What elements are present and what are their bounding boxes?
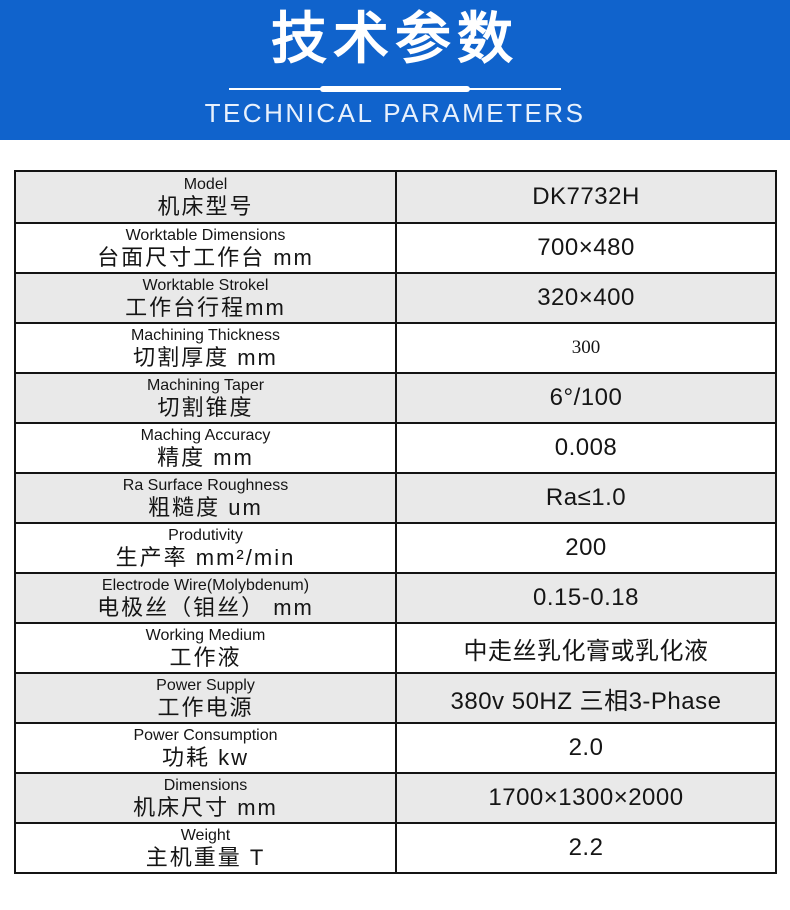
spec-label-cn: 生产率 mm²/min — [115, 545, 296, 570]
spec-label-cell: Worktable Dimensions 台面尺寸工作台 mm — [16, 224, 397, 272]
spec-value-cell: 2.0 — [397, 724, 775, 772]
spec-label-cn: 工作电源 — [157, 695, 254, 720]
spec-value-cell: 700×480 — [397, 224, 775, 272]
spec-label-cell: Model 机床型号 — [16, 172, 397, 222]
spec-label-en: Machining Thickness — [130, 327, 281, 344]
page-title: 技术参数 — [271, 7, 519, 70]
table-row: Working Medium 工作液 中走丝乳化膏或乳化液 — [16, 622, 775, 672]
spec-label-cn: 电极丝（钼丝） mm — [97, 595, 314, 620]
spec-label-cell: Produtivity 生产率 mm²/min — [16, 524, 397, 572]
spec-value: 300 — [571, 337, 601, 358]
spec-label-cell: Maching Accuracy 精度 mm — [16, 424, 397, 472]
spec-label-cn: 粗糙度 um — [148, 495, 263, 520]
table-row: Ra Surface Roughness 粗糙度 um Ra≤1.0 — [16, 472, 775, 522]
header-banner: 技术参数 TECHNICAL PARAMETERS — [0, 0, 790, 140]
spec-label-cn: 切割厚度 mm — [133, 345, 278, 370]
table-row: Dimensions 机床尺寸 mm 1700×1300×2000 — [16, 772, 775, 822]
spec-value: 320×400 — [537, 284, 635, 311]
spec-label-en: Dimensions — [163, 777, 248, 794]
table-row: Weight 主机重量 T 2.2 — [16, 822, 775, 872]
spec-value: 中走丝乳化膏或乳化液 — [463, 637, 709, 665]
spec-label-cn: 机床尺寸 mm — [133, 795, 278, 820]
spec-label-cell: Dimensions 机床尺寸 mm — [16, 774, 397, 822]
spec-value-cell: 中走丝乳化膏或乳化液 — [397, 624, 775, 672]
spec-label-cell: Power Consumption 功耗 kw — [16, 724, 397, 772]
spec-label-cell: Machining Thickness 切割厚度 mm — [16, 324, 397, 372]
header-divider-thick-bar — [320, 86, 470, 92]
spec-value: 0.008 — [554, 434, 618, 461]
spec-value-cell: 0.008 — [397, 424, 775, 472]
spec-value: 6°/100 — [549, 384, 623, 411]
spec-value: 700×480 — [537, 234, 635, 261]
spec-value-cell: 0.15-0.18 — [397, 574, 775, 622]
spec-value: 2.0 — [568, 734, 604, 761]
spec-value-cell: 1700×1300×2000 — [397, 774, 775, 822]
spec-value-cell: 6°/100 — [397, 374, 775, 422]
spec-value: 0.15-0.18 — [533, 584, 639, 611]
header-divider — [229, 86, 561, 92]
spec-value: 200 — [565, 534, 607, 561]
table-row: Power Consumption 功耗 kw 2.0 — [16, 722, 775, 772]
spec-label-en: Worktable Dimensions — [125, 227, 286, 244]
table-row: Worktable Dimensions 台面尺寸工作台 mm 700×480 — [16, 222, 775, 272]
spec-value-cell: 200 — [397, 524, 775, 572]
spec-value-cell: 300 — [397, 324, 775, 372]
spec-value-cell: 320×400 — [397, 274, 775, 322]
spec-value: Ra≤1.0 — [545, 484, 627, 511]
spec-value-cell: 380v 50HZ 三相3-Phase — [397, 674, 775, 722]
spec-label-cell: Machining Taper 切割锥度 — [16, 374, 397, 422]
spec-label-en: Produtivity — [168, 527, 243, 544]
spec-label-en: Machining Taper — [146, 377, 265, 394]
spec-label-en: Power Supply — [156, 677, 255, 694]
table-row: Worktable Strokel 工作台行程mm 320×400 — [16, 272, 775, 322]
spec-label-cn: 工作液 — [169, 645, 242, 670]
table-row: Machining Thickness 切割厚度 mm 300 — [16, 322, 775, 372]
spec-label-cn: 台面尺寸工作台 mm — [97, 245, 314, 270]
spec-label-cn: 工作台行程mm — [125, 295, 286, 320]
spec-value: 2.2 — [568, 834, 604, 861]
spec-label-en: Weight — [180, 827, 231, 844]
spec-label-cell: Working Medium 工作液 — [16, 624, 397, 672]
spec-label-cell: Weight 主机重量 T — [16, 824, 397, 872]
table-row: Maching Accuracy 精度 mm 0.008 — [16, 422, 775, 472]
spec-label-cn: 机床型号 — [157, 194, 254, 219]
table-row: Electrode Wire(Molybdenum) 电极丝（钼丝） mm 0.… — [16, 572, 775, 622]
spec-value: DK7732H — [532, 183, 640, 210]
spec-label-cell: Ra Surface Roughness 粗糙度 um — [16, 474, 397, 522]
spec-label-en: Electrode Wire(Molybdenum) — [101, 577, 310, 594]
spec-label-cell: Electrode Wire(Molybdenum) 电极丝（钼丝） mm — [16, 574, 397, 622]
table-row: Produtivity 生产率 mm²/min 200 — [16, 522, 775, 572]
spec-label-cn: 主机重量 T — [145, 845, 266, 870]
table-row: Power Supply 工作电源 380v 50HZ 三相3-Phase — [16, 672, 775, 722]
spec-label-en: Worktable Strokel — [142, 277, 269, 294]
spec-value-cell: 2.2 — [397, 824, 775, 872]
spec-label-cell: Power Supply 工作电源 — [16, 674, 397, 722]
spec-label-en: Working Medium — [145, 627, 266, 644]
spec-label-cell: Worktable Strokel 工作台行程mm — [16, 274, 397, 322]
page-subtitle: TECHNICAL PARAMETERS — [204, 98, 586, 128]
spec-label-en: Power Consumption — [133, 727, 278, 744]
table-row: Model 机床型号 DK7732H — [16, 172, 775, 222]
spec-value: 380v 50HZ 三相3-Phase — [450, 687, 722, 715]
spec-value-cell: DK7732H — [397, 172, 775, 222]
spec-label-cn: 切割锥度 — [157, 395, 254, 420]
spec-value-cell: Ra≤1.0 — [397, 474, 775, 522]
spec-value: 1700×1300×2000 — [488, 784, 684, 811]
spec-label-en: Ra Surface Roughness — [122, 477, 289, 494]
spec-label-en: Model — [183, 176, 228, 193]
spec-label-cn: 精度 mm — [157, 445, 254, 470]
spec-label-cn: 功耗 kw — [161, 745, 249, 770]
table-row: Machining Taper 切割锥度 6°/100 — [16, 372, 775, 422]
spec-label-en: Maching Accuracy — [140, 427, 271, 444]
spec-table: Model 机床型号 DK7732H Worktable Dimensions … — [14, 170, 777, 874]
